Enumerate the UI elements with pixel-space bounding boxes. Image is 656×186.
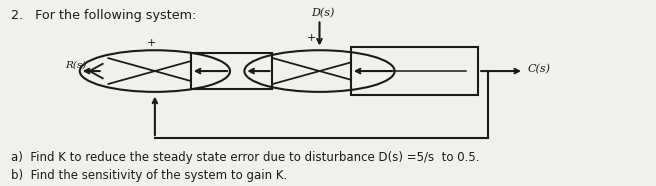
- Text: b)  Find the sensitivity of the system to gain K.: b) Find the sensitivity of the system to…: [11, 169, 287, 182]
- Text: +: +: [147, 38, 156, 48]
- Text: K: K: [226, 64, 237, 78]
- Text: C(s): C(s): [527, 64, 550, 74]
- FancyBboxPatch shape: [191, 53, 272, 89]
- Text: a)  Find K to reduce the steady state error due to disturbance D(s) =5/s  to 0.5: a) Find K to reduce the steady state err…: [11, 151, 480, 164]
- Text: +: +: [307, 33, 316, 43]
- Text: +: +: [211, 57, 220, 68]
- Text: R(s): R(s): [66, 60, 87, 69]
- Text: −: −: [234, 73, 243, 83]
- FancyBboxPatch shape: [351, 47, 478, 95]
- Text: D(s): D(s): [311, 8, 335, 18]
- Text: 1: 1: [411, 52, 419, 65]
- Text: 2.   For the following system:: 2. For the following system:: [11, 9, 197, 22]
- Text: s(s+5)(4+20): s(s+5)(4+20): [380, 76, 449, 85]
